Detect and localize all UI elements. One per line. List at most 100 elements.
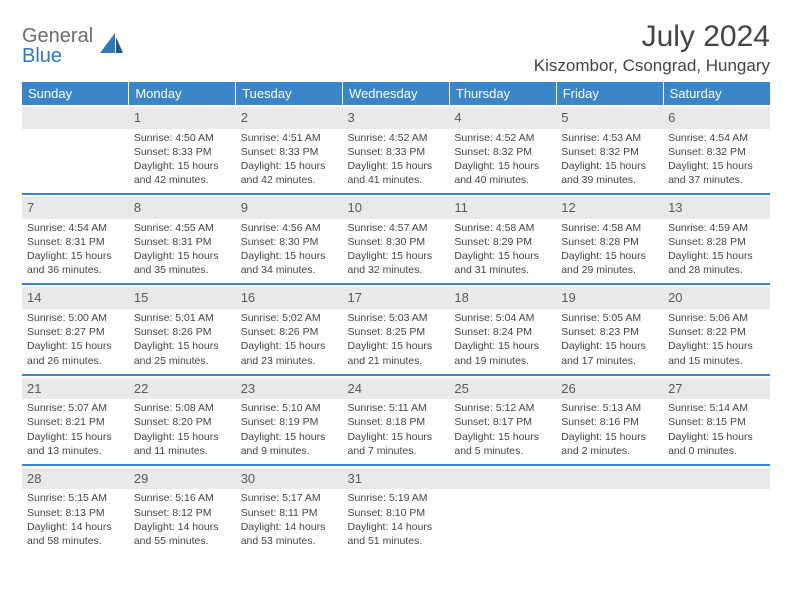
sunrise-line: Sunrise: 5:01 AM [134, 311, 231, 325]
sunset-line: Sunset: 8:25 PM [348, 325, 445, 339]
day-cell: Sunrise: 4:57 AMSunset: 8:30 PMDaylight:… [343, 220, 450, 285]
sunrise-line: Sunrise: 4:51 AM [241, 131, 338, 145]
daynum-row: 78910111213 [22, 194, 770, 220]
day-cell: Sunrise: 5:14 AMSunset: 8:15 PMDaylight:… [663, 400, 770, 465]
day-number: 27 [663, 378, 770, 400]
day-number: 23 [236, 378, 343, 400]
daynum-cell: 6 [663, 105, 770, 130]
sunset-line: Sunset: 8:23 PM [561, 325, 658, 339]
day-number: 9 [236, 197, 343, 219]
daylight-line: Daylight: 15 hours and 26 minutes. [27, 339, 124, 367]
day-cell: Sunrise: 5:01 AMSunset: 8:26 PMDaylight:… [129, 310, 236, 375]
daynum-row: 123456 [22, 105, 770, 130]
daynum-cell: 31 [343, 465, 450, 491]
sunset-line: Sunset: 8:33 PM [241, 145, 338, 159]
daylight-line: Daylight: 15 hours and 5 minutes. [454, 430, 551, 458]
day-number: 22 [129, 378, 236, 400]
daylight-line: Daylight: 15 hours and 2 minutes. [561, 430, 658, 458]
day-content: Sunrise: 5:08 AMSunset: 8:20 PMDaylight:… [134, 400, 231, 458]
daynum-cell: 21 [22, 375, 129, 401]
sail-icon [97, 31, 125, 62]
daynum-cell: 24 [343, 375, 450, 401]
day-cell: Sunrise: 5:15 AMSunset: 8:13 PMDaylight:… [22, 490, 129, 554]
day-content: Sunrise: 5:16 AMSunset: 8:12 PMDaylight:… [134, 490, 231, 548]
day-cell: Sunrise: 4:50 AMSunset: 8:33 PMDaylight:… [129, 130, 236, 195]
day-number: 29 [129, 468, 236, 490]
daylight-line: Daylight: 15 hours and 37 minutes. [668, 159, 765, 187]
day-content: Sunrise: 5:11 AMSunset: 8:18 PMDaylight:… [348, 400, 445, 458]
day-cell: Sunrise: 4:58 AMSunset: 8:29 PMDaylight:… [449, 220, 556, 285]
daynum-cell: 10 [343, 194, 450, 220]
daynum-cell: 23 [236, 375, 343, 401]
sunset-line: Sunset: 8:26 PM [241, 325, 338, 339]
day-number: 4 [449, 107, 556, 129]
day-cell: Sunrise: 5:10 AMSunset: 8:19 PMDaylight:… [236, 400, 343, 465]
daylight-line: Daylight: 15 hours and 13 minutes. [27, 430, 124, 458]
daynum-cell: 3 [343, 105, 450, 130]
daynum-cell: 29 [129, 465, 236, 491]
daylight-line: Daylight: 15 hours and 32 minutes. [348, 249, 445, 277]
day-content: Sunrise: 5:14 AMSunset: 8:15 PMDaylight:… [668, 400, 765, 458]
day-number: 17 [343, 287, 450, 309]
day-content: Sunrise: 4:50 AMSunset: 8:33 PMDaylight:… [134, 130, 231, 188]
sunrise-line: Sunrise: 4:56 AM [241, 221, 338, 235]
weekday-header: Sunday [22, 82, 129, 105]
day-number: 30 [236, 468, 343, 490]
daylight-line: Daylight: 15 hours and 34 minutes. [241, 249, 338, 277]
sunrise-line: Sunrise: 5:08 AM [134, 401, 231, 415]
header: General Blue July 2024 Kiszombor, Csongr… [22, 20, 770, 76]
day-content: Sunrise: 5:12 AMSunset: 8:17 PMDaylight:… [454, 400, 551, 458]
weekday-header: Friday [556, 82, 663, 105]
daylight-line: Daylight: 14 hours and 55 minutes. [134, 520, 231, 548]
daynum-cell: 20 [663, 284, 770, 310]
day-cell: Sunrise: 5:08 AMSunset: 8:20 PMDaylight:… [129, 400, 236, 465]
sunset-line: Sunset: 8:18 PM [348, 415, 445, 429]
sunset-line: Sunset: 8:28 PM [668, 235, 765, 249]
day-content: Sunrise: 4:51 AMSunset: 8:33 PMDaylight:… [241, 130, 338, 188]
sunrise-line: Sunrise: 5:12 AM [454, 401, 551, 415]
day-content: Sunrise: 5:01 AMSunset: 8:26 PMDaylight:… [134, 310, 231, 368]
day-number: 18 [449, 287, 556, 309]
daylight-line: Daylight: 14 hours and 51 minutes. [348, 520, 445, 548]
daynum-row: 21222324252627 [22, 375, 770, 401]
day-cell: Sunrise: 4:52 AMSunset: 8:32 PMDaylight:… [449, 130, 556, 195]
day-cell: Sunrise: 5:03 AMSunset: 8:25 PMDaylight:… [343, 310, 450, 375]
sunrise-line: Sunrise: 5:04 AM [454, 311, 551, 325]
daylight-line: Daylight: 15 hours and 28 minutes. [668, 249, 765, 277]
sunrise-line: Sunrise: 5:05 AM [561, 311, 658, 325]
daylight-line: Daylight: 15 hours and 40 minutes. [454, 159, 551, 187]
day-cell: Sunrise: 4:54 AMSunset: 8:31 PMDaylight:… [22, 220, 129, 285]
day-cell: Sunrise: 5:13 AMSunset: 8:16 PMDaylight:… [556, 400, 663, 465]
daylight-line: Daylight: 15 hours and 39 minutes. [561, 159, 658, 187]
logo-text-blue: Blue [22, 45, 62, 67]
content-row: Sunrise: 4:54 AMSunset: 8:31 PMDaylight:… [22, 220, 770, 285]
day-content: Sunrise: 4:53 AMSunset: 8:32 PMDaylight:… [561, 130, 658, 188]
sunset-line: Sunset: 8:31 PM [27, 235, 124, 249]
day-number: 8 [129, 197, 236, 219]
day-cell: Sunrise: 4:53 AMSunset: 8:32 PMDaylight:… [556, 130, 663, 195]
sunset-line: Sunset: 8:32 PM [561, 145, 658, 159]
daynum-cell: 27 [663, 375, 770, 401]
location: Kiszombor, Csongrad, Hungary [534, 56, 770, 76]
sunset-line: Sunset: 8:30 PM [348, 235, 445, 249]
content-row: Sunrise: 5:00 AMSunset: 8:27 PMDaylight:… [22, 310, 770, 375]
daylight-line: Daylight: 15 hours and 35 minutes. [134, 249, 231, 277]
daylight-line: Daylight: 15 hours and 0 minutes. [668, 430, 765, 458]
day-number [556, 468, 663, 490]
sunrise-line: Sunrise: 5:14 AM [668, 401, 765, 415]
day-number: 11 [449, 197, 556, 219]
sunset-line: Sunset: 8:13 PM [27, 506, 124, 520]
day-number: 1 [129, 107, 236, 129]
day-cell: Sunrise: 5:05 AMSunset: 8:23 PMDaylight:… [556, 310, 663, 375]
daynum-cell [556, 465, 663, 491]
sunrise-line: Sunrise: 4:57 AM [348, 221, 445, 235]
day-cell: Sunrise: 5:16 AMSunset: 8:12 PMDaylight:… [129, 490, 236, 554]
sunrise-line: Sunrise: 5:06 AM [668, 311, 765, 325]
sunrise-line: Sunrise: 5:17 AM [241, 491, 338, 505]
day-number: 24 [343, 378, 450, 400]
sunset-line: Sunset: 8:16 PM [561, 415, 658, 429]
sunset-line: Sunset: 8:29 PM [454, 235, 551, 249]
sunrise-line: Sunrise: 5:07 AM [27, 401, 124, 415]
daylight-line: Daylight: 15 hours and 31 minutes. [454, 249, 551, 277]
day-content: Sunrise: 5:06 AMSunset: 8:22 PMDaylight:… [668, 310, 765, 368]
